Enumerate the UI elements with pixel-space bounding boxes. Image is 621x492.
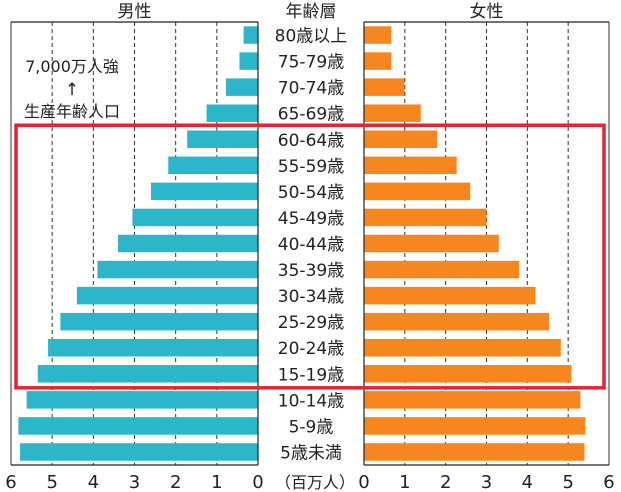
age-label-6: 50-54歳 [278, 183, 344, 203]
bar-male-5 [168, 156, 258, 175]
age-label-2: 70-74歳 [278, 79, 344, 99]
tick-female-1: 1 [399, 472, 410, 492]
tick-female-6: 6 [603, 472, 614, 492]
unit-label: （百万人） [275, 473, 355, 492]
tick-female-4: 4 [522, 472, 533, 492]
bar-male-13 [37, 365, 259, 383]
bar-male-3 [206, 104, 258, 122]
annotation-arrow: ↑ [65, 80, 79, 100]
age-label-7: 45-49歳 [278, 209, 344, 229]
tick-male-0: 0 [252, 472, 263, 492]
tick-male-5: 5 [46, 472, 57, 492]
age-label-5: 55-59歳 [278, 157, 344, 177]
tick-female-5: 5 [562, 472, 573, 492]
male-header: 男性 [118, 2, 152, 22]
age-label-1: 75-79歳 [278, 53, 344, 73]
bar-female-1 [364, 52, 392, 70]
age-label-0: 80歳以上 [275, 27, 348, 47]
bar-male-8 [118, 234, 259, 253]
axes-layer [11, 21, 609, 466]
annotation-line2: 生産年齢人口 [24, 102, 120, 121]
tick-male-6: 6 [5, 472, 16, 492]
annotation-layer: 7,000万人強 ↑ 生産年齢人口 [14, 57, 606, 390]
bar-female-6 [364, 182, 471, 201]
age-label-3: 65-69歳 [278, 105, 344, 125]
age-label-14: 10-14歳 [278, 391, 344, 411]
tick-male-1: 1 [211, 472, 222, 492]
bar-female-10 [364, 286, 536, 305]
tick-male-3: 3 [129, 472, 140, 492]
bar-female-11 [364, 312, 549, 331]
bar-male-0 [243, 26, 258, 44]
age-label-8: 40-44歳 [278, 235, 344, 255]
age-label-11: 25-29歳 [278, 313, 344, 333]
bar-female-8 [364, 234, 499, 253]
bar-male-16 [20, 443, 258, 461]
age-label-9: 35-39歳 [278, 261, 344, 281]
bar-female-16 [364, 443, 585, 461]
bar-male-1 [239, 52, 258, 70]
age-label-10: 30-34歳 [278, 287, 344, 307]
bar-female-12 [364, 338, 561, 357]
bar-male-9 [97, 260, 258, 279]
age-label-15: 5-9歳 [289, 417, 334, 437]
bar-female-14 [364, 391, 581, 409]
tick-male-2: 2 [170, 472, 181, 492]
bar-female-4 [364, 130, 438, 149]
bar-female-5 [364, 156, 457, 175]
bars-layer [18, 26, 586, 461]
labels-layer: 男性 女性 年齢層 80歳以上 75-79歳 70-74歳 65-69歳 60-64歳 55-5… [5, 2, 614, 492]
bar-male-4 [187, 130, 258, 149]
bar-male-6 [150, 182, 258, 201]
annotation-line1: 7,000万人強 [25, 57, 119, 76]
bar-male-10 [76, 286, 258, 305]
bar-male-2 [225, 78, 258, 96]
grid-lines [10, 22, 610, 465]
highlight-box [14, 123, 606, 390]
bar-female-2 [364, 78, 405, 96]
tick-female-2: 2 [440, 472, 451, 492]
tick-male-4: 4 [88, 472, 99, 492]
bar-female-13 [364, 365, 572, 383]
bar-female-7 [364, 208, 487, 227]
age-label-13: 15-19歳 [278, 365, 344, 385]
age-label-16: 5歳未満 [280, 443, 342, 463]
tick-female-3: 3 [481, 472, 492, 492]
age-label-4: 60-64歳 [278, 131, 344, 151]
bar-female-3 [364, 104, 421, 122]
bar-male-12 [48, 338, 258, 357]
tick-female-0: 0 [358, 472, 369, 492]
bar-female-9 [364, 260, 520, 279]
female-header: 女性 [470, 2, 504, 22]
bar-male-7 [132, 208, 258, 227]
bar-male-15 [18, 417, 258, 435]
bar-male-14 [26, 391, 258, 409]
bar-male-11 [60, 312, 259, 331]
bar-female-15 [364, 417, 586, 435]
age-group-header: 年齢層 [286, 2, 337, 22]
age-label-12: 20-24歳 [278, 339, 344, 359]
bar-female-0 [364, 26, 392, 44]
